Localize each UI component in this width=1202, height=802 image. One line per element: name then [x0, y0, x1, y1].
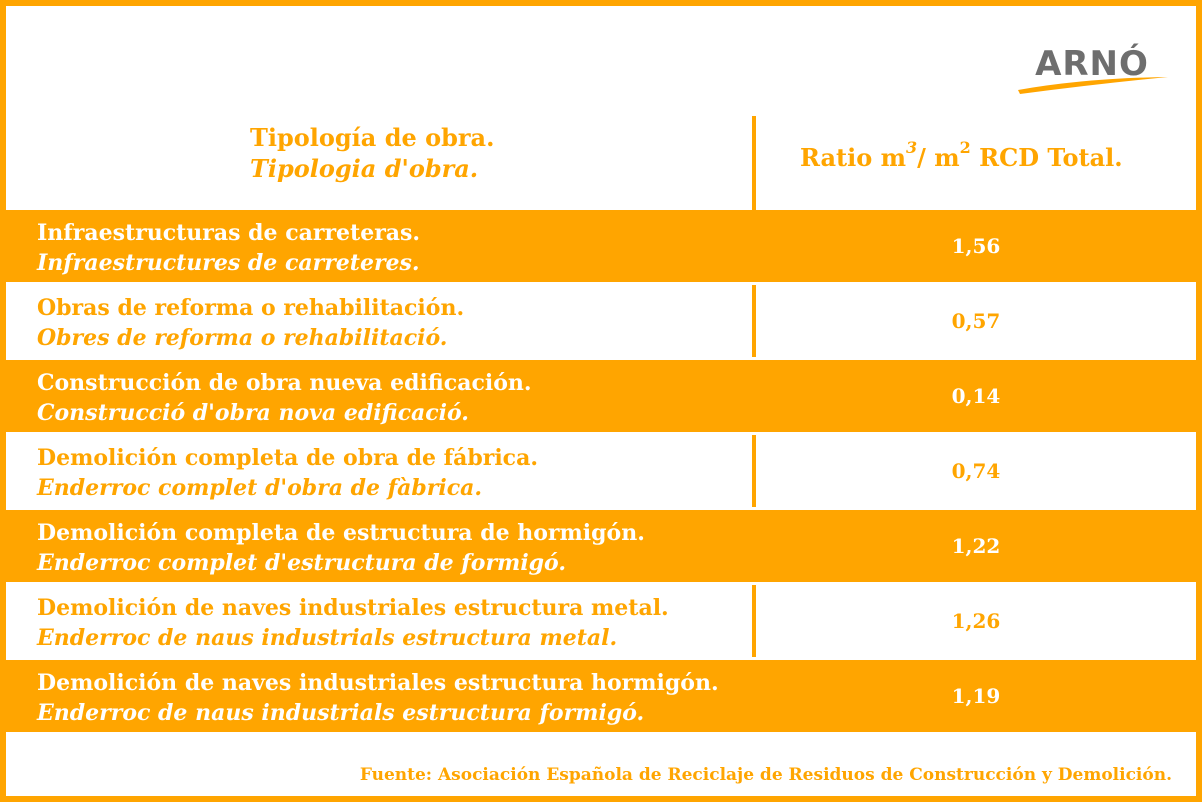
table-row: Demolición de naves industriales estruct…	[6, 660, 1196, 732]
column-header-type: Tipología de obra. Tipologia d'obra.	[250, 122, 494, 184]
row-label-es: Construcción de obra nueva edificación.	[37, 370, 532, 396]
row-label-es: Obras de reforma o rehabilitación.	[37, 295, 465, 321]
column-header-type-es: Tipología de obra.	[250, 123, 495, 152]
column-header-ratio: Ratio m3/ m2 RCD Total.	[800, 140, 1123, 176]
row-label: Obras de reforma o rehabilitación. Obres…	[37, 293, 464, 353]
row-label-es: Demolición completa de obra de fábrica.	[37, 445, 538, 471]
table-row: Demolición de naves industriales estruct…	[6, 585, 1196, 657]
table-row: Demolición completa de obra de fábrica. …	[6, 435, 1196, 507]
row-label: Construcción de obra nueva edificación. …	[37, 368, 532, 428]
table-row: Demolición completa de estructura de hor…	[6, 510, 1196, 582]
row-label-ca: Infraestructures de carreteres.	[37, 250, 420, 276]
row-label: Demolición de naves industriales estruct…	[37, 593, 669, 653]
row-label-ca: Construcció d'obra nova edificació.	[37, 400, 469, 426]
row-value: 1,26	[951, 609, 1001, 633]
row-label: Demolición completa de estructura de hor…	[37, 518, 645, 578]
row-label: Demolición de naves industriales estruct…	[37, 668, 719, 728]
row-value: 0,14	[951, 384, 1001, 408]
header-divider	[752, 116, 756, 210]
column-divider	[752, 585, 756, 657]
row-label-ca: Obres de reforma o rehabilitació.	[37, 325, 448, 351]
row-label: Infraestructuras de carreteras. Infraest…	[37, 218, 420, 278]
ratio-exp-2: 2	[959, 138, 971, 157]
source-note: Fuente: Asociación Española de Reciclaje…	[359, 765, 1172, 785]
table-row: Construcción de obra nueva edificación. …	[6, 360, 1196, 432]
ratio-prefix: Ratio m	[800, 143, 907, 172]
table-row: Obras de reforma o rehabilitación. Obres…	[6, 285, 1196, 357]
row-label-es: Demolición de naves industriales estruct…	[37, 595, 669, 621]
row-label-ca: Enderroc de naus industrials estructura …	[37, 625, 618, 651]
row-value: 1,19	[951, 684, 1001, 708]
table-row: Infraestructuras de carreteras. Infraest…	[6, 210, 1196, 282]
ratio-suffix: RCD Total.	[970, 143, 1123, 172]
row-label-es: Infraestructuras de carreteras.	[37, 220, 421, 246]
logo-wordmark: ARNÓ	[1035, 44, 1149, 84]
row-label-es: Demolición completa de estructura de hor…	[37, 520, 645, 546]
column-divider	[752, 435, 756, 507]
row-value: 0,57	[951, 309, 1001, 333]
ratio-mid: / m	[917, 143, 960, 172]
row-label-ca: Enderroc complet d'estructura de formigó…	[37, 550, 566, 576]
row-label: Demolición completa de obra de fábrica. …	[37, 443, 538, 503]
row-value: 1,22	[951, 534, 1001, 558]
column-divider	[752, 285, 756, 357]
row-label-ca: Enderroc de naus industrials estructura …	[37, 700, 645, 726]
column-header-type-ca: Tipologia d'obra.	[250, 154, 479, 183]
row-value: 0,74	[951, 459, 1001, 483]
ratio-exp-3: 3	[906, 138, 918, 157]
arno-logo: ARNÓ	[1016, 44, 1172, 96]
row-value: 1,56	[951, 234, 1001, 258]
row-label-ca: Enderroc complet d'obra de fàbrica.	[37, 475, 483, 501]
logo-swoosh-icon	[1018, 77, 1168, 94]
row-label-es: Demolición de naves industriales estruct…	[37, 670, 719, 696]
